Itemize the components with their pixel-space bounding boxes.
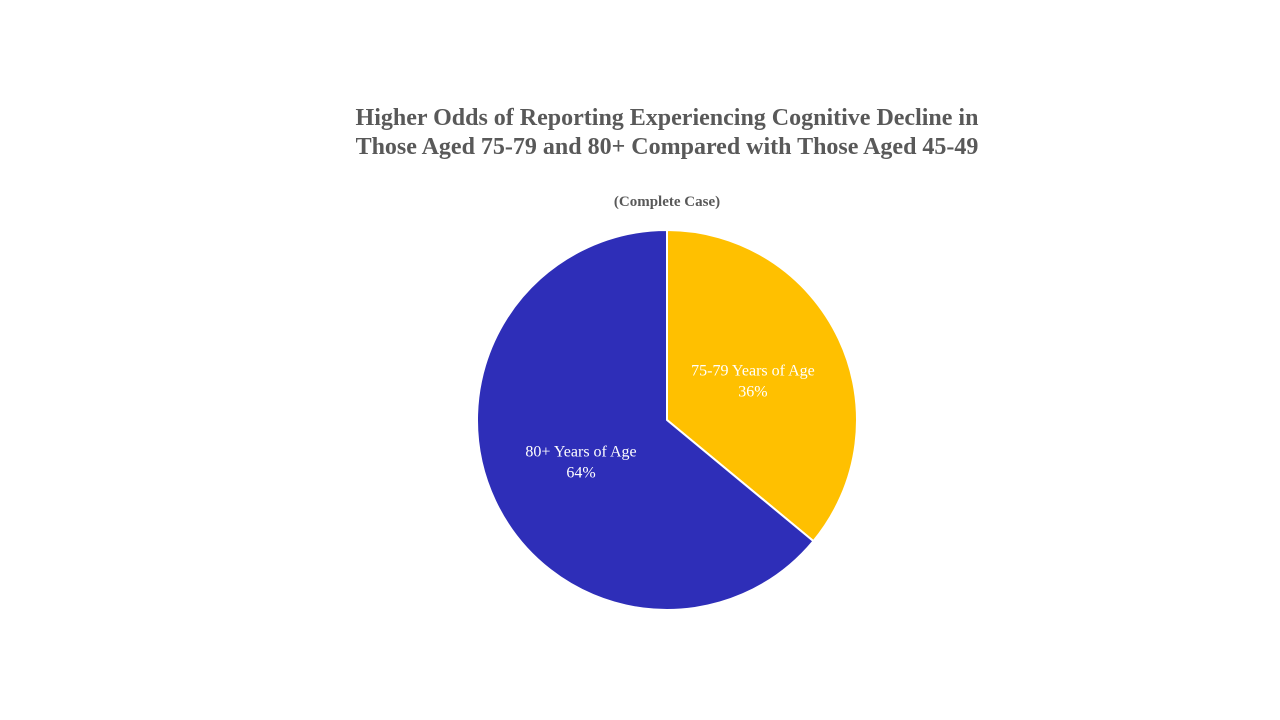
chart-subtitle: (Complete Case)	[613, 194, 721, 210]
pie-data-label-2: 80+ Years of Age 64%	[525, 443, 636, 481]
pie-slice-2	[476, 229, 815, 611]
slice-category-label: 75-79 Years of Age	[691, 363, 815, 380]
slice-category-label: 80+ Years of Age	[525, 443, 636, 460]
slice-percent-label: 64%	[566, 464, 595, 481]
pie-data-label-1: 75-79 Years of Age 36%	[691, 363, 815, 401]
pie-data-labels: 75-79 Years of Age 36% 80+ Years of Age 64%	[525, 363, 814, 482]
slice-percent-label: 36%	[738, 384, 767, 401]
pie-slices	[476, 229, 858, 611]
pie-slice-1	[666, 229, 858, 543]
chart-title: Higher Odds of Reporting Experiencing Co…	[355, 105, 979, 160]
